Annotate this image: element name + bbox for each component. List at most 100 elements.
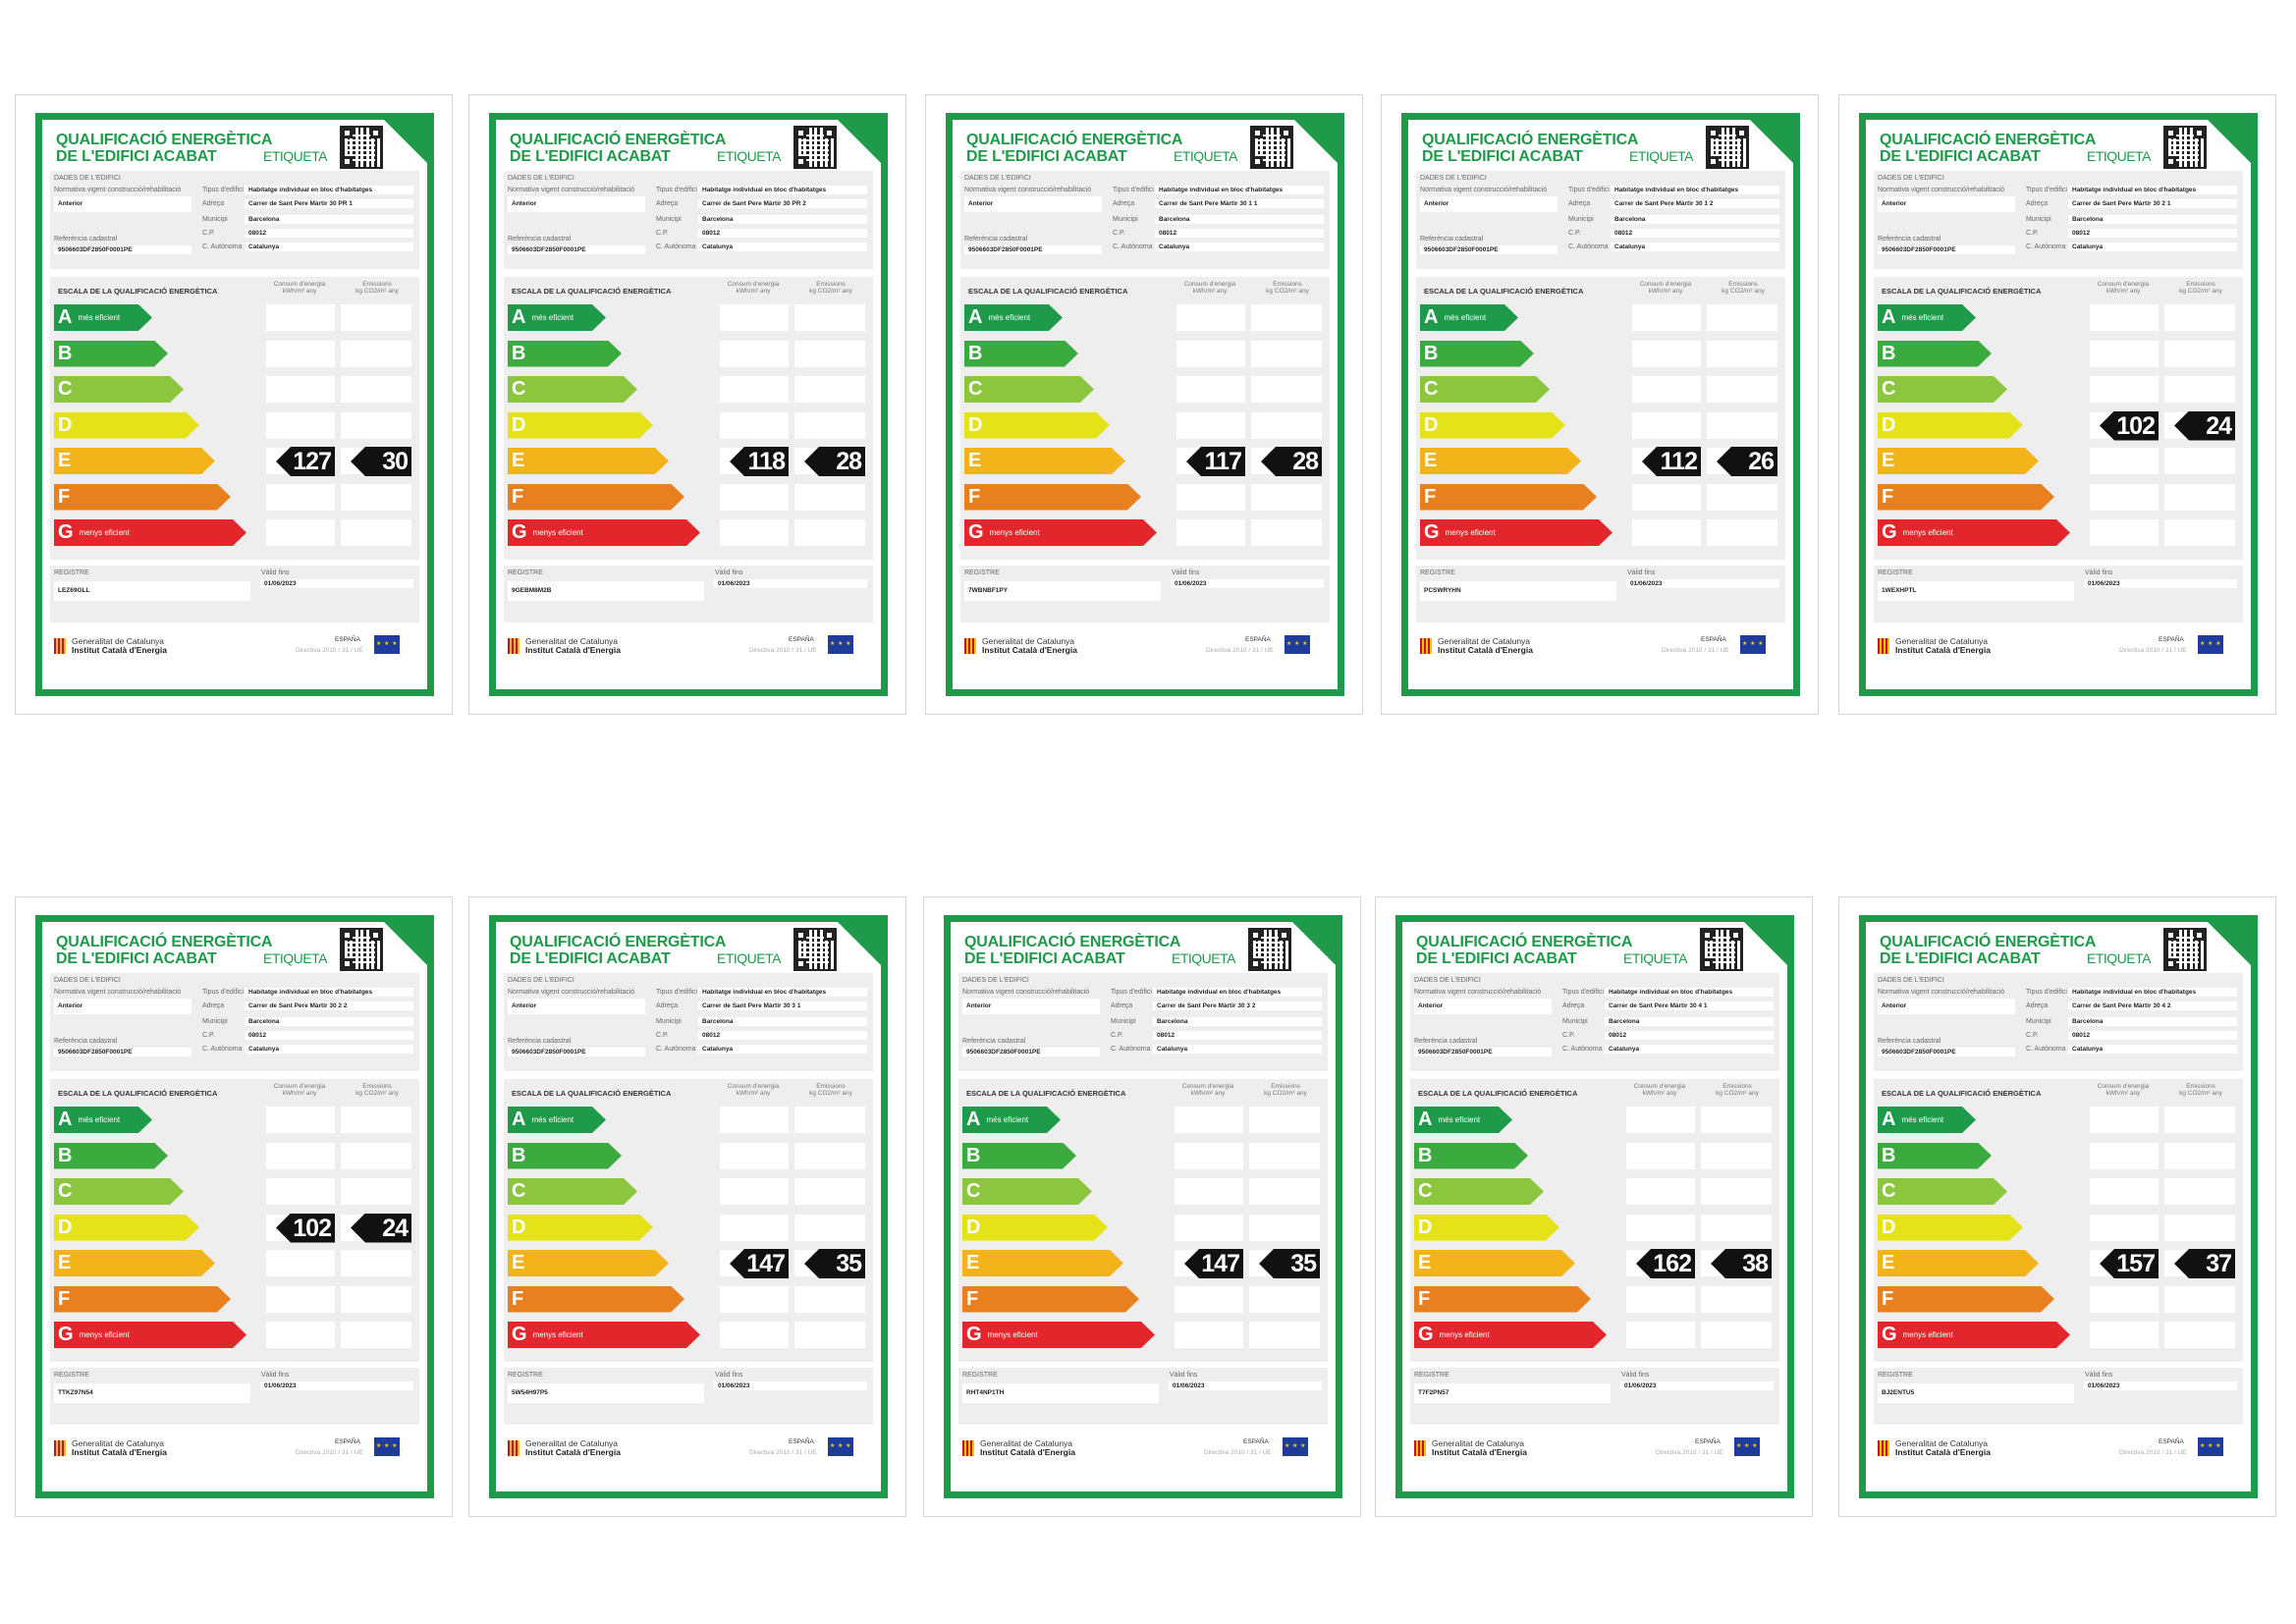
- consum-cell: [1175, 1322, 1243, 1348]
- comunitat-box: [698, 1045, 867, 1054]
- mes-eficient-text: més eficient: [1438, 1115, 1481, 1125]
- rating-letter: B: [1418, 1144, 1433, 1166]
- rating-letter: B: [1882, 342, 1896, 364]
- emissions-cell: [794, 1178, 865, 1205]
- tipus-box: [1605, 988, 1774, 997]
- consum-column-header: Consum d'energia kWh/m² any: [2088, 281, 2159, 295]
- eu-flag-icon: ★ ★ ★: [374, 1437, 400, 1456]
- rating-row-f: F: [1878, 1284, 2237, 1314]
- qr-code-icon: [793, 928, 837, 971]
- consum-cell: [1176, 411, 1245, 439]
- consum-unit-text: kWh/m² any: [1190, 1090, 1226, 1097]
- espana-text: ESPAÑA: [1695, 1438, 1721, 1445]
- qr-code-icon: [1700, 928, 1743, 971]
- emissions-cell: [341, 1322, 411, 1348]
- emissions-value-arrow: 38: [1711, 1249, 1772, 1278]
- cp-label: C.P.: [1562, 1032, 1575, 1039]
- rating-bar-e: E: [1420, 448, 1581, 474]
- rating-letter: F: [58, 485, 71, 508]
- label-footer: Generalitat de Catalunya Institut Català …: [504, 630, 873, 672]
- rating-letter: D: [512, 1216, 526, 1238]
- comunitat-box: [2068, 243, 2237, 251]
- valid-value: 01/06/2023: [2088, 1382, 2120, 1389]
- directiva-text: Directiva 2010 / 31 / UE: [2119, 647, 2187, 654]
- qr-code-icon: [2163, 928, 2207, 971]
- comunitat-value: Catalunya: [702, 244, 734, 250]
- qr-finder-icon: [1736, 128, 1747, 138]
- registre-value: 7WBNBF1PY: [968, 587, 1009, 594]
- rating-scale-section: ESCALA DE LA QUALIFICACIÓ ENERGÈTICA Cons…: [504, 277, 873, 560]
- dades-header: DADES DE L'EDIFICI: [962, 977, 1029, 984]
- referencia-label: Referència cadastral: [962, 1038, 1026, 1045]
- normativa-box: [964, 196, 1102, 212]
- municipi-box: [698, 215, 867, 224]
- consum-value-arrow: 102: [2100, 410, 2159, 441]
- rating-bar-d: D: [54, 1215, 199, 1241]
- rating-row-c: C: [508, 374, 867, 404]
- tipus-value: Habitatge individual en bloc d'habitatge…: [702, 187, 827, 193]
- consum-header-text: Consum d'energia: [2097, 281, 2150, 288]
- generalitat-logo-icon: [54, 638, 66, 654]
- rating-letter: G: [1424, 521, 1440, 543]
- adreca-box: [1605, 1001, 1774, 1010]
- consum-cell: [2090, 448, 2159, 474]
- consum-cell: [2090, 1142, 2159, 1169]
- mes-eficient-text: més eficient: [988, 313, 1031, 323]
- qr-finder-icon: [795, 156, 806, 167]
- emissions-unit-text: kg CO2/m² any: [1716, 1090, 1759, 1097]
- valid-label: Vàlid fins: [261, 1372, 290, 1379]
- qr-finder-icon: [1702, 958, 1713, 969]
- mes-eficient-text: més eficient: [78, 1115, 121, 1125]
- energy-certificate-card: QUALIFICACIÓ ENERGÈTICA DE L'EDIFICI ACAB…: [1375, 896, 1813, 1517]
- consum-cell: [266, 519, 335, 546]
- tipus-box: [1611, 186, 1779, 194]
- rating-row-f: F: [508, 1284, 867, 1314]
- rating-letter: B: [58, 1144, 73, 1166]
- registre-label: REGISTRE: [1420, 569, 1455, 576]
- rating-bar-e: E: [54, 448, 215, 474]
- tipus-box: [698, 186, 867, 194]
- consum-unit-text: kWh/m² any: [282, 1090, 317, 1097]
- cp-label: C.P.: [656, 230, 669, 237]
- consum-value-arrow: 102: [276, 1213, 335, 1243]
- icaen-text: Institut Català d'Energia: [1895, 1447, 1991, 1457]
- rating-bar-e: E: [1878, 1250, 2039, 1276]
- rating-bar-f: F: [508, 1286, 684, 1313]
- rating-bar-b: B: [508, 1143, 622, 1169]
- rating-bar-d: D: [964, 412, 1110, 439]
- cp-value: 08012: [2072, 1032, 2091, 1039]
- tipus-label: Tipus d'edifici: [1562, 989, 1604, 996]
- valid-label: Vàlid fins: [1170, 1372, 1198, 1379]
- emissions-header-text: Emissions: [2186, 281, 2215, 288]
- normativa-value: Anterior: [1418, 1002, 1444, 1009]
- rating-letter: B: [512, 1144, 526, 1166]
- valid-label: Vàlid fins: [715, 569, 743, 576]
- cp-box: [1153, 1031, 1322, 1040]
- emissions-cell: [2164, 1142, 2235, 1169]
- rating-bar-c: C: [508, 1178, 637, 1205]
- rating-row-d: D 102 24: [1878, 410, 2237, 441]
- generalitat-logo-icon: [1878, 1440, 1889, 1456]
- emissions-column-header: Emissions kg CO2/m² any: [793, 1083, 868, 1097]
- normativa-label: Normativa vigent construcció/rehabilitac…: [1878, 187, 2005, 193]
- generalitat-text: Generalitat de Catalunya: [1432, 1438, 1525, 1448]
- rating-letter: A: [968, 306, 983, 328]
- consum-unit-text: kWh/m² any: [282, 288, 317, 295]
- registre-label: REGISTRE: [508, 1372, 543, 1379]
- normativa-box: [54, 999, 191, 1014]
- rating-row-d: D: [508, 410, 867, 440]
- rating-scale-header: ESCALA DE LA QUALIFICACIÓ ENERGÈTICA: [1418, 1089, 1578, 1098]
- emissions-cell: [2164, 1322, 2235, 1348]
- emissions-unit-text: kg CO2/m² any: [2179, 288, 2222, 295]
- title-line-1: QUALIFICACIÓ ENERGÈTICA: [56, 934, 273, 950]
- qr-code-icon: [2163, 126, 2207, 169]
- tipus-box: [698, 988, 867, 997]
- menys-eficient-text: menys eficient: [532, 528, 583, 538]
- dades-header: DADES DE L'EDIFICI: [54, 175, 121, 182]
- emissions-header-text: Emissions: [362, 281, 392, 288]
- title-line-1: QUALIFICACIÓ ENERGÈTICA: [1422, 132, 1639, 148]
- consum-column-header: Consum d'energia kWh/m² any: [718, 281, 789, 295]
- energy-label: QUALIFICACIÓ ENERGÈTICA DE L'EDIFICI ACAB…: [35, 915, 434, 1498]
